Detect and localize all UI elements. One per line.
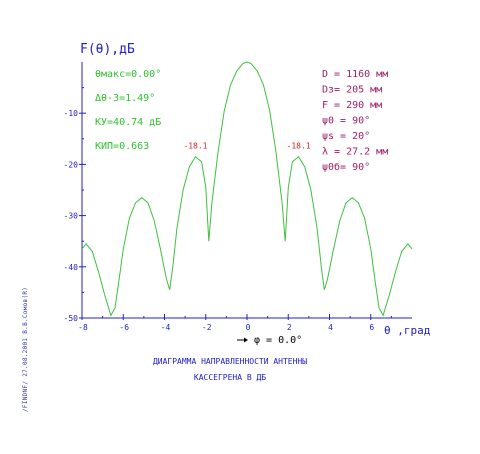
- caption-line-1: ДИАГРАММА НАПРАВЛЕННОСТИ АНТЕННЫ: [152, 357, 308, 366]
- x-tick-label: -6: [119, 323, 129, 332]
- phi-arrowhead-icon: [244, 337, 248, 343]
- param-right-item: Dз= 205 мм: [322, 85, 382, 96]
- y-tick-label: -40: [64, 263, 79, 272]
- peak-label: -18.1: [183, 142, 207, 151]
- x-tick-label: -2: [202, 323, 212, 332]
- x-tick-label: 6: [369, 323, 374, 332]
- phi-label: φ = 0.0°: [254, 335, 302, 346]
- param-right-item: ψs = 20°: [322, 131, 370, 142]
- chart-title: F(θ),дБ: [80, 42, 135, 57]
- y-tick-label: -50: [64, 314, 79, 323]
- y-tick-label: -20: [64, 160, 79, 169]
- param-left-item: Δθ-3=1.49°: [95, 93, 155, 104]
- side-note: /FINDNF/ 27.08.2001 В.В.Сомов(R): [22, 286, 29, 412]
- peak-label: -18.1: [287, 142, 311, 151]
- param-right-item: D = 1160 мм: [322, 69, 388, 80]
- param-right-item: ψ0 = 90°: [322, 116, 370, 127]
- y-tick-label: -30: [64, 212, 79, 221]
- y-tick-label: -10: [64, 109, 79, 118]
- caption-line-2: КАССЕГРЕНА В ДБ: [193, 373, 267, 382]
- x-tick-label: 4: [328, 323, 333, 332]
- params-left: θмакс=0.00° Δθ-3=1.49° KУ=40.74 дБ KИП=0.66…: [95, 69, 161, 152]
- x-tick-label: 2: [287, 323, 292, 332]
- param-left-item: θмакс=0.00°: [95, 69, 161, 80]
- pattern-curve: [81, 61, 413, 317]
- x-tick-label: -4: [161, 323, 171, 332]
- param-right-item: λ = 27.2 мм: [322, 147, 388, 158]
- params-right: D = 1160 мм Dз= 205 мм F = 290 мм ψ0 = 90° ψ…: [322, 69, 388, 173]
- caption: ДИАГРАММА НАПРАВЛЕННОСТИ АНТЕННЫ КАССЕГР…: [130, 354, 330, 386]
- x-tick-label: 0: [246, 323, 251, 332]
- x-tick-label: -8: [78, 323, 88, 332]
- param-right-item: ψ0б= 90°: [322, 161, 370, 173]
- peak-annotations: -18.1 -18.1: [183, 142, 310, 151]
- tick-labels: -8 -6 -4 -2 0 2 4 6-10-20-30-40-50: [64, 109, 375, 332]
- param-right-item: F = 290 мм: [322, 100, 382, 111]
- ticks: [79, 87, 392, 320]
- phi-indicator: φ = 0.0°: [237, 335, 302, 346]
- param-left-item: KУ=40.74 дБ: [95, 117, 161, 128]
- x-axis-label: θ ,град: [384, 324, 431, 337]
- param-left-item: KИП=0.663: [95, 141, 149, 152]
